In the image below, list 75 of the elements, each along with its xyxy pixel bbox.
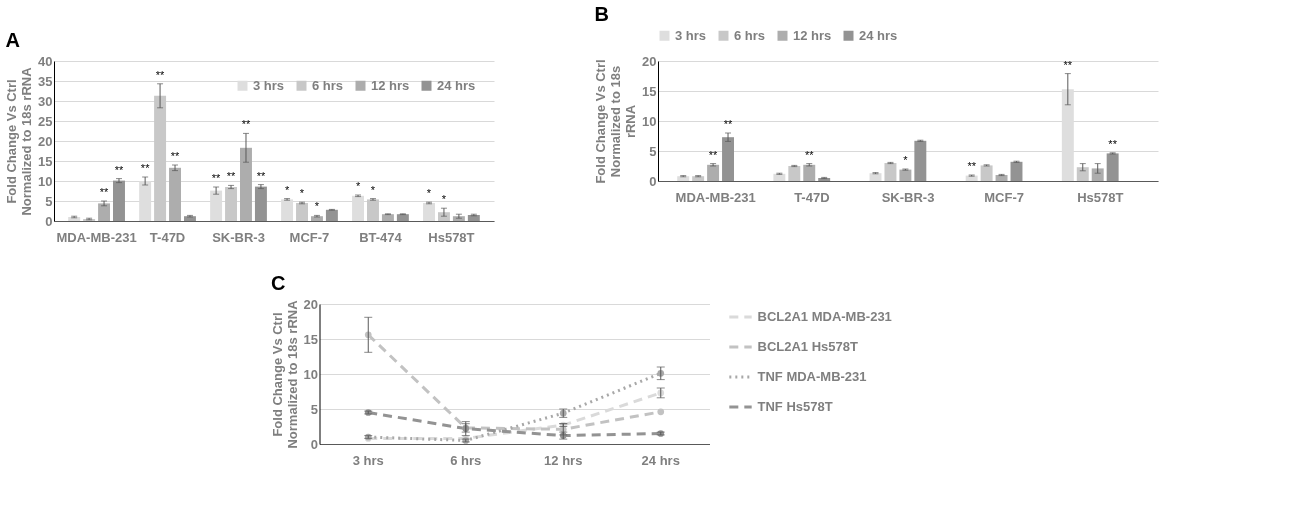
y-tick-label: 15 [38, 153, 53, 169]
x-tick-label: 12 hrs [544, 452, 583, 468]
chart-title: C [271, 272, 286, 294]
data-label: ** [114, 163, 124, 176]
y-tick-label: 10 [38, 173, 53, 189]
x-tick-label: MDA-MB-231 [675, 189, 756, 205]
legend-label: 24 hrs [437, 77, 476, 93]
y-tick-label: 25 [38, 113, 53, 129]
y-tick-label: 5 [649, 143, 657, 159]
legend-label: 12 hrs [371, 77, 410, 93]
y-axis-title: Fold Change Vs Ctrl Normalized to 18s rRNA [4, 66, 35, 216]
chart-title: A [5, 29, 20, 51]
y-tick-label: 0 [649, 173, 657, 189]
x-tick-label: SK-BR-3 [881, 189, 935, 205]
y-tick-label: 15 [642, 83, 657, 99]
y-axis-title: Fold Change Vs Ctrl Normalized to 18s rRNA [593, 59, 639, 184]
data-label: * [903, 154, 909, 166]
y-tick-label: 20 [38, 133, 53, 149]
data-label: ** [241, 118, 251, 131]
x-tick-label: MCF-7 [289, 229, 330, 245]
y-tick-label: 0 [310, 436, 318, 452]
data-label: ** [1108, 137, 1118, 150]
data-label: ** [967, 160, 977, 172]
chart-title: B [594, 3, 609, 25]
data-label: ** [99, 186, 110, 198]
y-tick-label: 20 [303, 296, 318, 312]
y-tick-label: 15 [303, 331, 318, 347]
data-label: ** [140, 162, 151, 174]
data-label: ** [256, 169, 266, 182]
legend-label: 6 hrs [312, 77, 344, 93]
x-tick-label: 3 hrs [352, 452, 384, 468]
data-label: ** [226, 170, 237, 183]
y-tick-label: 30 [38, 93, 53, 109]
legend-label: 3 hrs [675, 27, 707, 43]
y-axis-title: Fold Change Vs Ctrl Normalized to 18s rRNA [269, 299, 300, 449]
data-label: ** [155, 68, 166, 81]
legend-label: 12 hrs [793, 27, 832, 43]
data-label: * [426, 187, 432, 200]
data-label: * [355, 180, 361, 192]
x-tick-label: Hs578T [428, 229, 475, 245]
x-tick-label: BT-474 [359, 229, 403, 245]
y-tick-label: 40 [38, 53, 53, 69]
legend-label: TNF MDA-MB-231 [757, 369, 867, 384]
legend-label: 3 hrs [253, 77, 285, 93]
y-tick-label: 20 [642, 53, 657, 69]
x-tick-label: MDA-MB-231 [56, 229, 137, 245]
legend-label: BCL2A1 MDA-MB-231 [757, 309, 892, 324]
data-label: ** [170, 150, 181, 162]
x-tick-label: T-47D [794, 189, 830, 205]
x-tick-label: 6 hrs [450, 452, 482, 468]
data-label: ** [723, 118, 734, 130]
data-label: * [314, 200, 320, 213]
legend-label: BCL2A1 Hs578T [757, 339, 858, 354]
y-tick-label: 0 [45, 213, 53, 229]
legend-label: 6 hrs [734, 27, 766, 43]
data-label: ** [804, 148, 815, 161]
data-label: * [370, 183, 376, 196]
legend-label: TNF Hs578T [757, 399, 833, 414]
legend-label: 24 hrs [859, 27, 898, 43]
y-tick-label: 10 [303, 366, 318, 382]
y-tick-label: 10 [642, 113, 657, 129]
x-tick-label: T-47D [149, 229, 186, 245]
x-tick-label: SK-BR-3 [212, 229, 265, 245]
y-tick-label: 5 [45, 193, 53, 209]
data-label: * [441, 193, 447, 206]
x-tick-label: 24 hrs [641, 452, 680, 468]
data-label: * [299, 187, 305, 200]
data-label: ** [708, 148, 719, 161]
x-tick-label: Hs578T [1077, 189, 1124, 205]
x-tick-label: MCF-7 [984, 189, 1025, 205]
data-label: ** [211, 172, 222, 184]
y-tick-label: 5 [310, 401, 318, 417]
data-label: * [284, 183, 290, 196]
data-label: ** [1063, 58, 1073, 71]
y-tick-label: 35 [38, 73, 53, 89]
